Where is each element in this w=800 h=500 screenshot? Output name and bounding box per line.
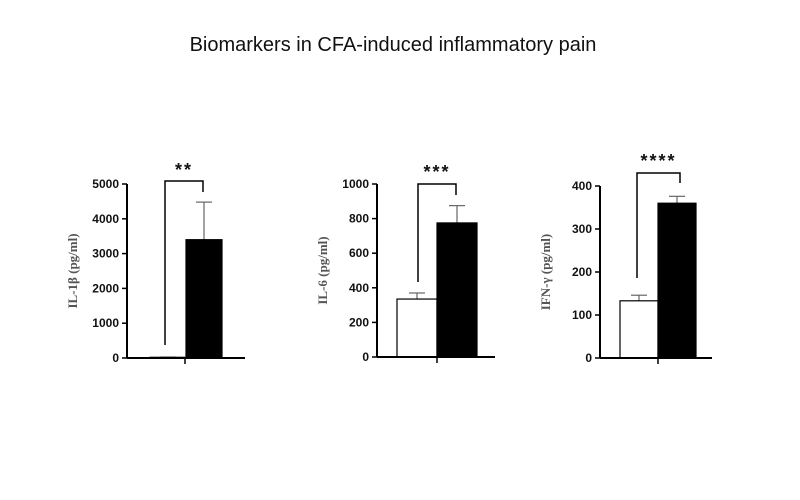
y-axis-label: IL-6 (pg/ml)	[315, 236, 330, 304]
chart-panel-2: 0 200 400 600 800 1000 IL-6 (pg/ml) ***	[315, 162, 495, 364]
y-tick-label: 800	[349, 212, 369, 226]
y-tick-label: 5000	[92, 177, 119, 191]
y-tick-label: 2000	[92, 281, 119, 295]
significance-bracket	[636, 172, 681, 278]
y-tick-label: 300	[572, 222, 592, 236]
chart-title: Biomarkers in CFA-induced inflammatory p…	[0, 34, 800, 57]
y-axis-label: IL-1β (pg/ml)	[65, 233, 80, 308]
chart-title-text: Biomarkers in CFA-induced inflammatory p…	[189, 34, 597, 56]
y-tick-label: 0	[585, 351, 592, 365]
bar	[396, 298, 438, 358]
bar	[436, 222, 478, 358]
bar	[619, 300, 659, 359]
y-tick-label: 4000	[92, 212, 119, 226]
significance-stars: ***	[423, 162, 450, 182]
y-tick-label: 3000	[92, 247, 119, 261]
significance-bracket	[417, 183, 457, 282]
y-tick-label: 400	[572, 179, 592, 193]
y-tick-label: 0	[362, 350, 369, 364]
chart-panel-3: 0 100 200 300 400 IFN-γ (pg/ml) ****	[538, 151, 712, 365]
y-tick-label: 200	[572, 265, 592, 279]
bar	[185, 239, 223, 359]
y-tick-label: 100	[572, 308, 592, 322]
y-tick-label: 0	[112, 351, 119, 365]
chart-panel-1: 0 1000 2000 3000 4000 5000 IL-1β (pg/ml) **	[65, 160, 245, 365]
y-tick-label: 1000	[92, 316, 119, 330]
significance-bracket	[164, 180, 204, 345]
y-tick-label: 1000	[342, 177, 369, 191]
y-tick-label: 600	[349, 246, 369, 260]
y-tick-label: 200	[349, 315, 369, 329]
y-tick-label: 400	[349, 281, 369, 295]
significance-stars: ****	[640, 151, 676, 171]
bar	[657, 202, 697, 359]
y-axis-label: IFN-γ (pg/ml)	[538, 234, 553, 311]
significance-stars: **	[175, 160, 193, 180]
